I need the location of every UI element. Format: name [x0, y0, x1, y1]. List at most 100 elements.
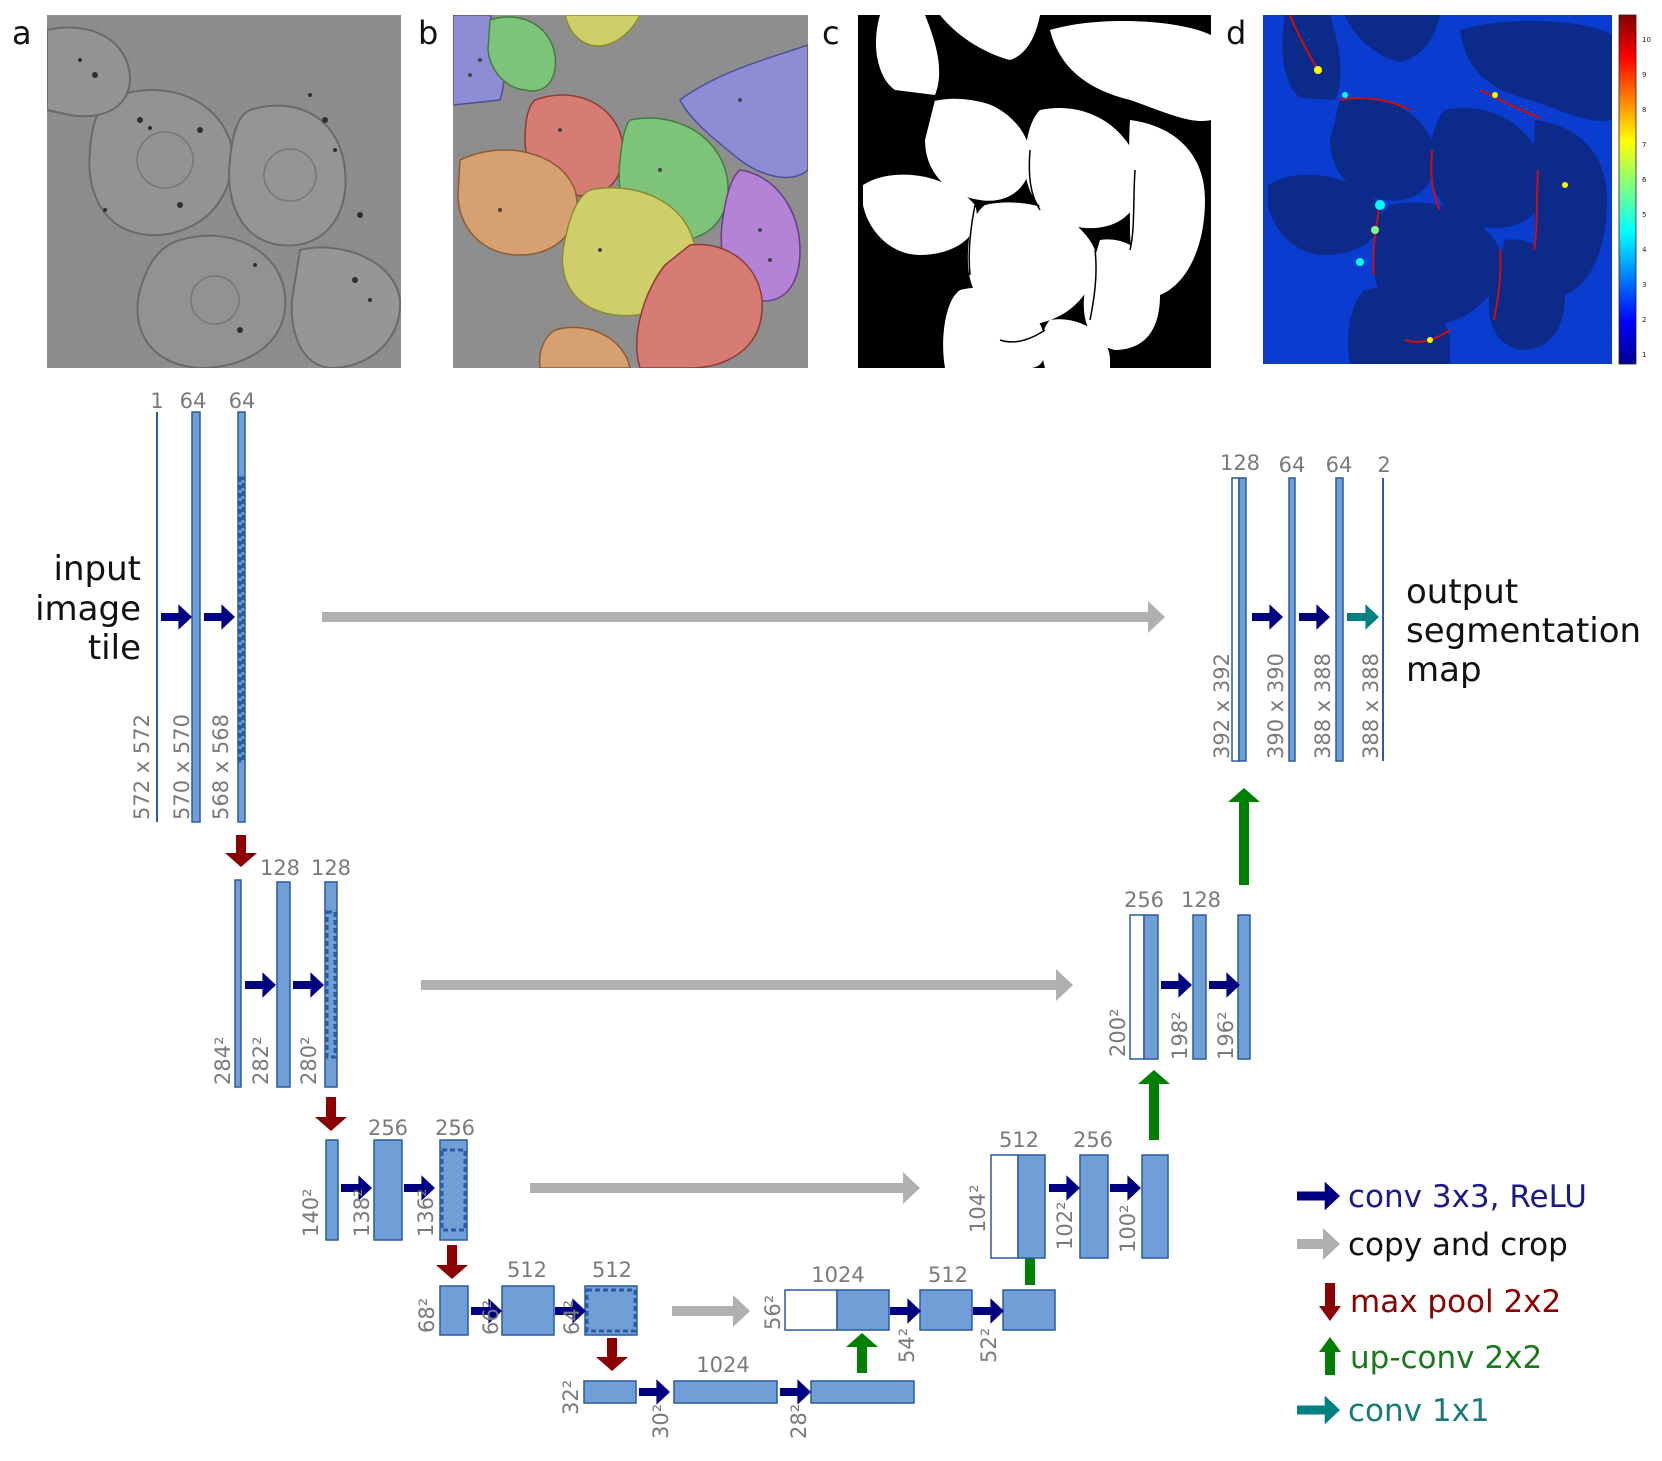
panel-c-letter: c: [822, 14, 840, 52]
feature-size-label: 392 x 392: [1210, 653, 1234, 759]
legend-arrow-icon: [1319, 1283, 1341, 1321]
channel-count-label: 2: [1377, 453, 1390, 477]
colorbar-tick-label: 1: [1642, 351, 1646, 359]
max-pool-arrow: [596, 1338, 628, 1371]
up-conv-arrow: [846, 1333, 878, 1373]
channel-count-label: 128: [260, 856, 300, 880]
feature-map-l3-c: [439, 1139, 468, 1241]
channel-count-label: 128: [311, 856, 351, 880]
feature-map-u2-b: [1192, 914, 1207, 1060]
channel-count-label: 64: [180, 389, 207, 413]
feature-size-label: 30²: [649, 1404, 673, 1439]
channel-count-label: 128: [1181, 888, 1221, 912]
output-label: output segmentation map: [1406, 572, 1641, 690]
feature-map-bottom-a: [583, 1380, 637, 1404]
copy-crop-arrow: [672, 1295, 750, 1327]
feature-map-u3-b: [1079, 1154, 1109, 1259]
colorbar-tick-label: 8: [1642, 106, 1646, 114]
channel-count-label: 256: [1073, 1128, 1113, 1152]
output-label-line-1: output: [1406, 572, 1518, 612]
feature-map-u1-c: [1335, 477, 1344, 762]
feature-map-l4-c-crop-region: [585, 1288, 637, 1333]
feature-size-label: 104²: [966, 1184, 990, 1233]
panel-a-micrograph: a: [12, 14, 401, 368]
feature-size-label: 388 x 388: [1311, 653, 1335, 759]
feature-map-u2-c: [1237, 914, 1251, 1060]
feature-size-label: 390 x 390: [1264, 653, 1288, 759]
feature-size-label: 570 x 570: [170, 714, 194, 820]
conv-arrow: [404, 1175, 435, 1201]
copy-crop-arrow: [530, 1172, 920, 1204]
colorbar-tick-label: 9: [1642, 71, 1646, 79]
feature-map-l3-a: [325, 1139, 339, 1241]
feature-map-u4-b: [919, 1289, 973, 1331]
channel-count-label: 64: [1279, 453, 1306, 477]
channel-count-label: 64: [1326, 453, 1353, 477]
conv-arrow: [341, 1175, 372, 1201]
input-label: input image tile: [35, 549, 141, 668]
conv-arrow: [161, 604, 192, 630]
legend: conv 3x3, ReLU copy and crop max pool 2x2 u…: [1297, 1179, 1587, 1429]
max-pool-arrow: [225, 835, 257, 867]
input-label-line-2: image: [35, 589, 141, 629]
colorbar: [1618, 14, 1637, 365]
feature-map-l3-c-crop-region: [440, 1148, 467, 1232]
feature-size-label: 52²: [977, 1328, 1001, 1363]
legend-item-pool: max pool 2x2: [1319, 1283, 1561, 1321]
feature-size-label: 32²: [559, 1380, 583, 1415]
feature-map-bottom-c: [810, 1380, 915, 1404]
conv-arrow: [973, 1298, 1004, 1324]
feature-size-label: 198²: [1168, 1011, 1192, 1060]
legend-arrow-icon: [1297, 1395, 1340, 1425]
output-label-line-3: map: [1406, 650, 1482, 690]
channel-count-label: 256: [368, 1116, 408, 1140]
legend-label: conv 1x1: [1348, 1393, 1490, 1429]
conv-arrow: [780, 1379, 811, 1405]
legend-arrow-icon: [1297, 1181, 1340, 1211]
legend-arrow-icon: [1297, 1228, 1340, 1260]
conv-arrow: [555, 1298, 586, 1324]
feature-size-label: 66²: [479, 1300, 503, 1335]
feature-map-l3-b: [373, 1139, 403, 1241]
channel-count-label: 256: [435, 1116, 475, 1140]
feature-size-label: 282²: [249, 1036, 273, 1085]
channel-count-label: 128: [1220, 451, 1260, 475]
colorbar-tick-label: 10: [1642, 36, 1651, 44]
up-conv-arrow: [1138, 1070, 1170, 1140]
colorbar-tick-label: 5: [1642, 211, 1646, 219]
conv-arrow: [1299, 604, 1330, 630]
feature-map-l2-b: [276, 881, 291, 1088]
colorbar-tick-label: 7: [1642, 141, 1646, 149]
conv-arrow: [204, 604, 235, 630]
feature-size-label: 136²: [414, 1188, 438, 1237]
feature-map-l4-c: [584, 1285, 638, 1336]
channel-count-label: 1: [150, 389, 163, 413]
feature-size-label: 28²: [787, 1404, 811, 1439]
feature-size-label: 54²: [895, 1328, 919, 1363]
feature-size-label: 102²: [1053, 1201, 1077, 1250]
feature-map-l1-b-crop-region: [238, 476, 245, 763]
conv-arrow: [1252, 604, 1283, 630]
colorbar-tick-label: 2: [1642, 316, 1646, 324]
copy-crop-arrow: [421, 969, 1073, 1001]
feature-map-u1-b: [1288, 477, 1296, 762]
conv-arrow: [471, 1298, 502, 1324]
conv-arrow: [1110, 1175, 1141, 1201]
conv-arrow: [1209, 972, 1240, 998]
input-label-line-3: tile: [88, 628, 141, 668]
panel-d-weightmap: d: [1226, 14, 1651, 365]
feature-map-bottom-b: [673, 1380, 778, 1404]
conv-1x1-arrow: [1347, 604, 1379, 630]
legend-label: up-conv 2x2: [1350, 1340, 1542, 1376]
unet-network: 1 64 64 572 x 572 570 x 570 568 x 568 128 128 28…: [130, 389, 1391, 1439]
feature-map-l2-c-crop-region: [325, 910, 337, 1059]
conv-arrow: [245, 972, 276, 998]
max-pool-arrow: [436, 1245, 468, 1279]
legend-item-copy: copy and crop: [1297, 1227, 1568, 1263]
copied-feature-map-u4: [784, 1289, 838, 1331]
up-conv-arrow: [1228, 788, 1260, 885]
panel-b-overlay: b: [418, 14, 808, 368]
conv-arrow: [293, 972, 324, 998]
legend-arrow-icon: [1319, 1337, 1341, 1375]
